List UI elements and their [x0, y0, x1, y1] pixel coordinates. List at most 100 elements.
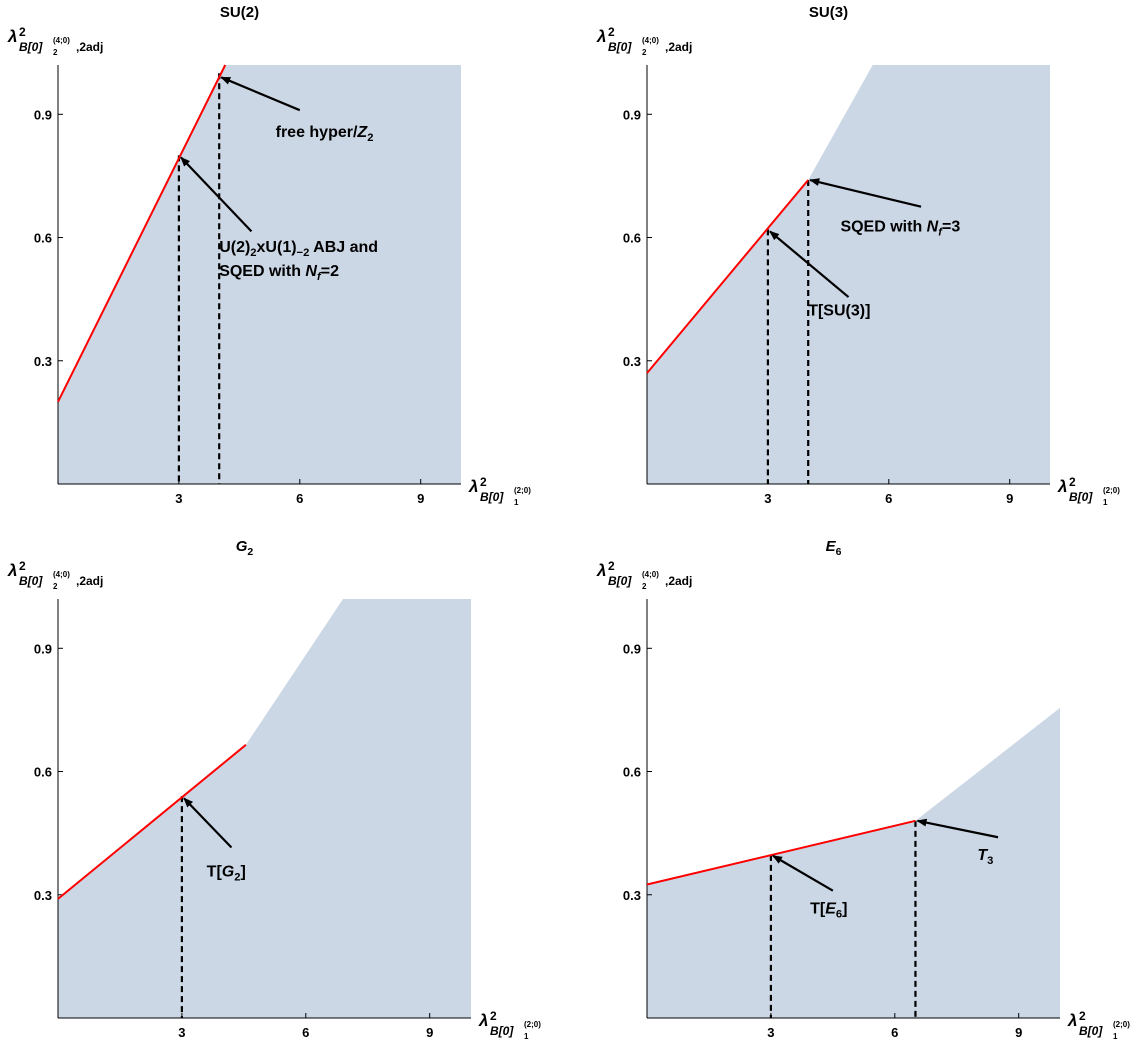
y-axis-suffix: ,2adj [665, 40, 692, 54]
y-axis-subsup: (4;0) [642, 570, 659, 579]
annotation-arrow-free-hyper [220, 76, 301, 112]
annotation-arrow-abj-sqed [180, 156, 253, 233]
annotation-arrow-t-su3 [769, 230, 850, 298]
panel-su2: 3 6 9 0.3 0.6 0.9 free hyper/Z2 U(2)2xU(1)−2 AB… [7, 4, 531, 507]
y-axis-suffix: ,2adj [665, 574, 692, 588]
x-axis-sup: 2 [1079, 1009, 1086, 1023]
x-axis-subscript: B[0] [1069, 490, 1093, 504]
x-axis-subsub: 1 [524, 1032, 529, 1041]
y-tick-label: 0.9 [34, 641, 52, 656]
y-axis-subsub: 2 [642, 582, 647, 591]
annotation-arrow-t-e6 [772, 854, 834, 892]
annotation-text-t-su3: T[SU(3)] [808, 303, 870, 320]
y-axis-subscript: B[0] [608, 40, 632, 54]
x-axis-symbol: λ [1067, 1011, 1077, 1030]
chart-title: E6 [826, 538, 842, 558]
y-axis-label: λ 2B[0] (4;0)2,2adj [7, 25, 103, 57]
x-axis-subscript: B[0] [480, 490, 504, 504]
y-axis-subsub: 2 [53, 48, 58, 57]
x-axis-subsup: (2;0) [1113, 1020, 1130, 1029]
x-tick-label: 6 [302, 1025, 309, 1040]
x-axis-symbol: λ [478, 1011, 488, 1030]
y-tick-label: 0.3 [34, 888, 52, 903]
boundary-line [646, 179, 809, 374]
y-axis-suffix: ,2adj [76, 40, 103, 54]
boundary-line [57, 64, 227, 403]
x-axis-symbol: λ [468, 477, 478, 496]
x-axis-subsub: 1 [1113, 1032, 1118, 1041]
y-tick-label: 0.3 [623, 354, 641, 369]
chart-title: SU(2) [220, 4, 259, 21]
x-tick-label: 9 [417, 491, 424, 506]
x-tick-label: 3 [175, 491, 182, 506]
x-axis-subscript: B[0] [490, 1024, 514, 1038]
annotation-text-sqed-nf3: SQED with Nf=3 [840, 218, 960, 238]
y-axis-subscript: B[0] [19, 40, 43, 54]
y-axis-subsub: 2 [642, 48, 647, 57]
x-tick-label: 9 [1006, 491, 1013, 506]
boundary-line [57, 744, 247, 900]
y-axis-sup: 2 [19, 559, 26, 573]
y-tick-label: 0.6 [34, 765, 52, 780]
y-axis-sup: 2 [19, 25, 26, 39]
x-axis-label: λ 2B[0] (2;0) 1 [1067, 1009, 1130, 1041]
allowed-region [58, 599, 471, 1018]
boundary-line [646, 819, 916, 886]
x-axis-sup: 2 [480, 475, 487, 489]
y-axis-subsup: (4;0) [642, 36, 659, 45]
y-axis-subsup: (4;0) [53, 36, 70, 45]
x-axis-subsub: 1 [514, 498, 519, 507]
y-tick-label: 0.6 [34, 231, 52, 246]
x-tick-label: 3 [764, 491, 771, 506]
y-tick-label: 0.6 [623, 765, 641, 780]
y-axis-label: λ 2B[0] (4;0)2,2adj [596, 559, 692, 591]
x-axis-subsup: (2;0) [524, 1020, 541, 1029]
annotation-text-t3: T3 [977, 847, 993, 867]
x-axis-subscript: B[0] [1079, 1024, 1103, 1038]
allowed-region [647, 65, 1050, 484]
y-axis-subscript: B[0] [19, 574, 43, 588]
x-axis-label: λ 2B[0] (2;0) 1 [468, 475, 531, 507]
x-axis-subsub: 1 [1103, 498, 1108, 507]
y-tick-label: 0.9 [623, 641, 641, 656]
annotation-arrow-sqed-nf3 [809, 178, 922, 208]
y-tick-label: 0.3 [34, 354, 52, 369]
x-axis-label: λ 2B[0] (2;0) 1 [478, 1009, 541, 1041]
annotation-arrow-t-g2 [183, 797, 233, 849]
chart-title: G2 [236, 538, 254, 558]
y-tick-label: 0.3 [623, 888, 641, 903]
y-axis-suffix: ,2adj [76, 574, 103, 588]
y-axis-symbol: λ [7, 27, 17, 46]
y-tick-label: 0.9 [623, 107, 641, 122]
annotation-text-abj-sqed: SQED with Nf=2 [219, 263, 339, 283]
x-tick-label: 6 [885, 491, 892, 506]
annotation-text-abj-sqed: U(2)2xU(1)−2 ABJ and [219, 239, 378, 259]
x-tick-label: 3 [767, 1025, 774, 1040]
x-axis-sup: 2 [1069, 475, 1076, 489]
y-axis-subsup: (4;0) [53, 570, 70, 579]
x-axis-symbol: λ [1057, 477, 1067, 496]
x-axis-sup: 2 [490, 1009, 497, 1023]
annotation-text-t-e6: T[E6] [810, 900, 847, 920]
chart-title: SU(3) [809, 4, 848, 21]
panel-su3: 3 6 9 0.3 0.6 0.9 SQED with Nf=3 T[SU(3)] SU(3) λ… [596, 4, 1120, 507]
y-axis-sup: 2 [608, 559, 615, 573]
y-axis-label: λ 2B[0] (4;0)2,2adj [596, 25, 692, 57]
y-axis-label: λ 2B[0] (4;0)2,2adj [7, 559, 103, 591]
x-tick-label: 6 [891, 1025, 898, 1040]
y-tick-label: 0.6 [623, 231, 641, 246]
y-axis-sup: 2 [608, 25, 615, 39]
x-axis-subsup: (2;0) [1103, 486, 1120, 495]
y-axis-subsub: 2 [53, 582, 58, 591]
annotation-text-free-hyper: free hyper/Z2 [276, 124, 374, 144]
annotation-arrow-t3 [916, 818, 999, 839]
annotation-text-t-g2: T[G2] [207, 863, 246, 883]
y-axis-symbol: λ [596, 27, 606, 46]
x-tick-label: 9 [1015, 1025, 1022, 1040]
allowed-region [647, 707, 1060, 1018]
y-axis-symbol: λ [7, 561, 17, 580]
x-axis-subsup: (2;0) [514, 486, 531, 495]
